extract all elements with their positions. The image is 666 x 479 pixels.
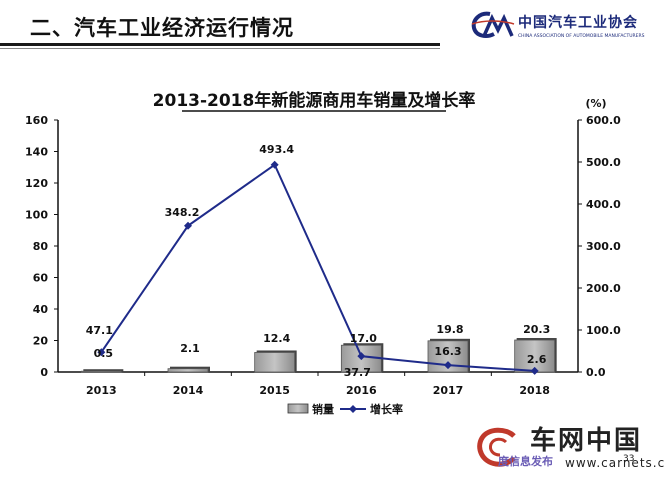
slide-title: 二、汽车工业经济运行情况 <box>30 16 294 40</box>
bar-value-label: 12.4 <box>263 332 290 345</box>
watermark-url: www.carnets.cn <box>565 456 666 470</box>
bar <box>254 352 296 373</box>
bar <box>80 370 122 373</box>
bar <box>167 368 209 373</box>
chart-container: 2013-2018年新能源商用车销量及增长率 (%) 0 20 40 60 80 100 1… <box>0 80 666 420</box>
growth-point <box>357 352 366 361</box>
y-left-tick-label: 100 <box>25 209 48 222</box>
line-value-label: 2.6 <box>527 353 547 366</box>
x-tick-label: 2013 <box>86 384 117 397</box>
y-right-tick-label: 100.0 <box>586 324 621 337</box>
line-value-label: 493.4 <box>259 143 294 156</box>
bar-value-label: 17.0 <box>350 332 377 345</box>
watermark: 车网中国 度信息发布 33 www.carnets.cn <box>470 420 666 475</box>
y-left-tick-label: 140 <box>25 146 48 159</box>
chart-svg: 2013-2018年新能源商用车销量及增长率 (%) 0 20 40 60 80 100 1… <box>25 90 621 416</box>
overlay-text: 度信息发布 <box>498 455 553 468</box>
growth-point <box>444 361 452 370</box>
y-right-tick-label: 500.0 <box>586 156 621 169</box>
bar <box>340 344 382 373</box>
logo-text-cn: 中国汽车工业协会 <box>518 15 638 31</box>
line-value-label: 16.3 <box>434 345 461 358</box>
y-left-tick-label: 20 <box>33 335 49 348</box>
y-left-tick-label: 160 <box>25 114 48 127</box>
legend-bar-label: 销量 <box>312 402 334 416</box>
y-left-tick-label: 120 <box>25 177 48 190</box>
y-right-unit-label: (%) <box>585 97 606 110</box>
watermark-logo-icon <box>477 427 516 467</box>
bar-shadow <box>83 369 124 373</box>
y-right-tick-label: 600.0 <box>586 114 621 127</box>
x-tick-label: 2017 <box>433 384 464 397</box>
y-right-tick-label: 200.0 <box>586 282 621 295</box>
logo-text-en: CHINA ASSOCIATION OF AUTOMOBILE MANUFACT… <box>518 34 645 39</box>
y-right-tick-label: 400.0 <box>586 198 621 211</box>
growth-point <box>184 221 192 230</box>
y-right-tick-label: 300.0 <box>586 240 621 253</box>
y-left-tick-label: 40 <box>33 303 49 316</box>
line-value-label: 348.2 <box>165 206 200 219</box>
legend-line-label: 增长率 <box>370 402 403 416</box>
watermark-text-cn: 车网中国 <box>530 426 643 456</box>
x-tick-label: 2015 <box>259 384 290 397</box>
chart-title: 2013-2018年新能源商用车销量及增长率 <box>153 90 476 111</box>
growth-point <box>97 348 106 357</box>
y-left-tick-label: 60 <box>33 272 49 285</box>
x-tick-label: 2018 <box>519 384 550 397</box>
y-left-tick-label: 80 <box>33 240 49 253</box>
growth-point <box>530 366 539 375</box>
page-number: 33 <box>623 454 635 464</box>
title-rule <box>0 43 440 46</box>
bar-value-label: 19.8 <box>436 323 463 336</box>
bar <box>514 339 556 373</box>
caam-logo-icon <box>471 11 515 38</box>
bar-value-label: 0.5 <box>94 347 114 360</box>
x-tick-label: 2014 <box>173 384 204 397</box>
legend-line-marker <box>349 405 357 413</box>
y-right-tick-label: 0.0 <box>586 366 606 379</box>
growth-line <box>100 163 535 372</box>
legend-bar-swatch <box>287 403 309 414</box>
line-value-label: 47.1 <box>86 324 113 337</box>
bar-value-label: 20.3 <box>523 323 550 336</box>
line-value-label: 37.7 <box>344 366 371 379</box>
bar-value-label: 2.1 <box>180 342 200 355</box>
growth-point <box>270 160 279 169</box>
caam-logo: 中国汽车工业协会 CHINA ASSOCIATION OF AUTOMOBILE… <box>470 8 660 48</box>
x-tick-label: 2016 <box>346 384 377 397</box>
title-rule-thin <box>0 48 440 49</box>
y-left-tick-label: 0 <box>40 366 48 379</box>
